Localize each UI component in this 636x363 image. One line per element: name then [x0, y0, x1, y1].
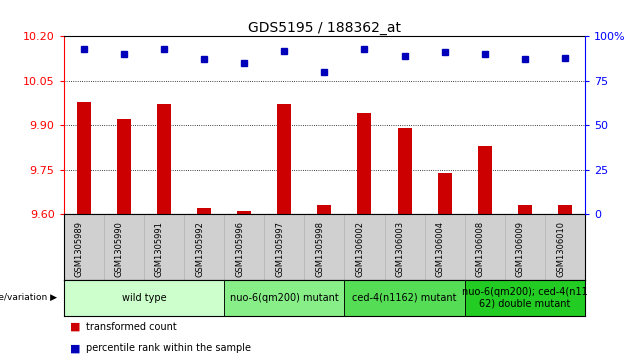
Bar: [224, 280, 345, 316]
Text: GSM1305996: GSM1305996: [235, 221, 244, 277]
Text: nuo-6(qm200); ced-4(n11
62) double mutant: nuo-6(qm200); ced-4(n11 62) double mutan…: [462, 287, 588, 309]
Text: nuo-6(qm200) mutant: nuo-6(qm200) mutant: [230, 293, 338, 303]
Bar: [64, 280, 224, 316]
Text: GSM1305997: GSM1305997: [275, 221, 284, 277]
Text: percentile rank within the sample: percentile rank within the sample: [86, 343, 251, 354]
Bar: [237, 211, 251, 214]
Bar: [117, 119, 131, 214]
Bar: [197, 208, 211, 214]
Text: GSM1305990: GSM1305990: [114, 221, 124, 277]
Title: GDS5195 / 188362_at: GDS5195 / 188362_at: [248, 21, 401, 35]
Text: GSM1306003: GSM1306003: [396, 221, 404, 277]
Bar: [465, 280, 585, 316]
Bar: [518, 205, 532, 214]
Bar: [357, 113, 371, 214]
Bar: [277, 105, 291, 214]
Text: wild type: wild type: [121, 293, 166, 303]
Bar: [317, 205, 331, 214]
Text: ced-4(n1162) mutant: ced-4(n1162) mutant: [352, 293, 457, 303]
Text: ■: ■: [70, 343, 81, 354]
Text: GSM1305998: GSM1305998: [315, 221, 324, 277]
Text: GSM1306010: GSM1306010: [556, 221, 565, 277]
Text: GSM1305992: GSM1305992: [195, 221, 204, 277]
Text: genotype/variation ▶: genotype/variation ▶: [0, 293, 57, 302]
Bar: [558, 205, 572, 214]
Bar: [398, 128, 411, 214]
Text: GSM1306008: GSM1306008: [476, 221, 485, 277]
Bar: [345, 280, 465, 316]
Bar: [438, 173, 452, 214]
Text: transformed count: transformed count: [86, 322, 177, 332]
Text: GSM1306009: GSM1306009: [516, 221, 525, 277]
Text: GSM1305991: GSM1305991: [155, 221, 164, 277]
Text: ■: ■: [70, 322, 81, 332]
Bar: [478, 146, 492, 214]
Text: GSM1305989: GSM1305989: [74, 221, 84, 277]
Text: GSM1306002: GSM1306002: [356, 221, 364, 277]
Bar: [157, 105, 171, 214]
Text: GSM1306004: GSM1306004: [436, 221, 445, 277]
Bar: [77, 102, 91, 214]
